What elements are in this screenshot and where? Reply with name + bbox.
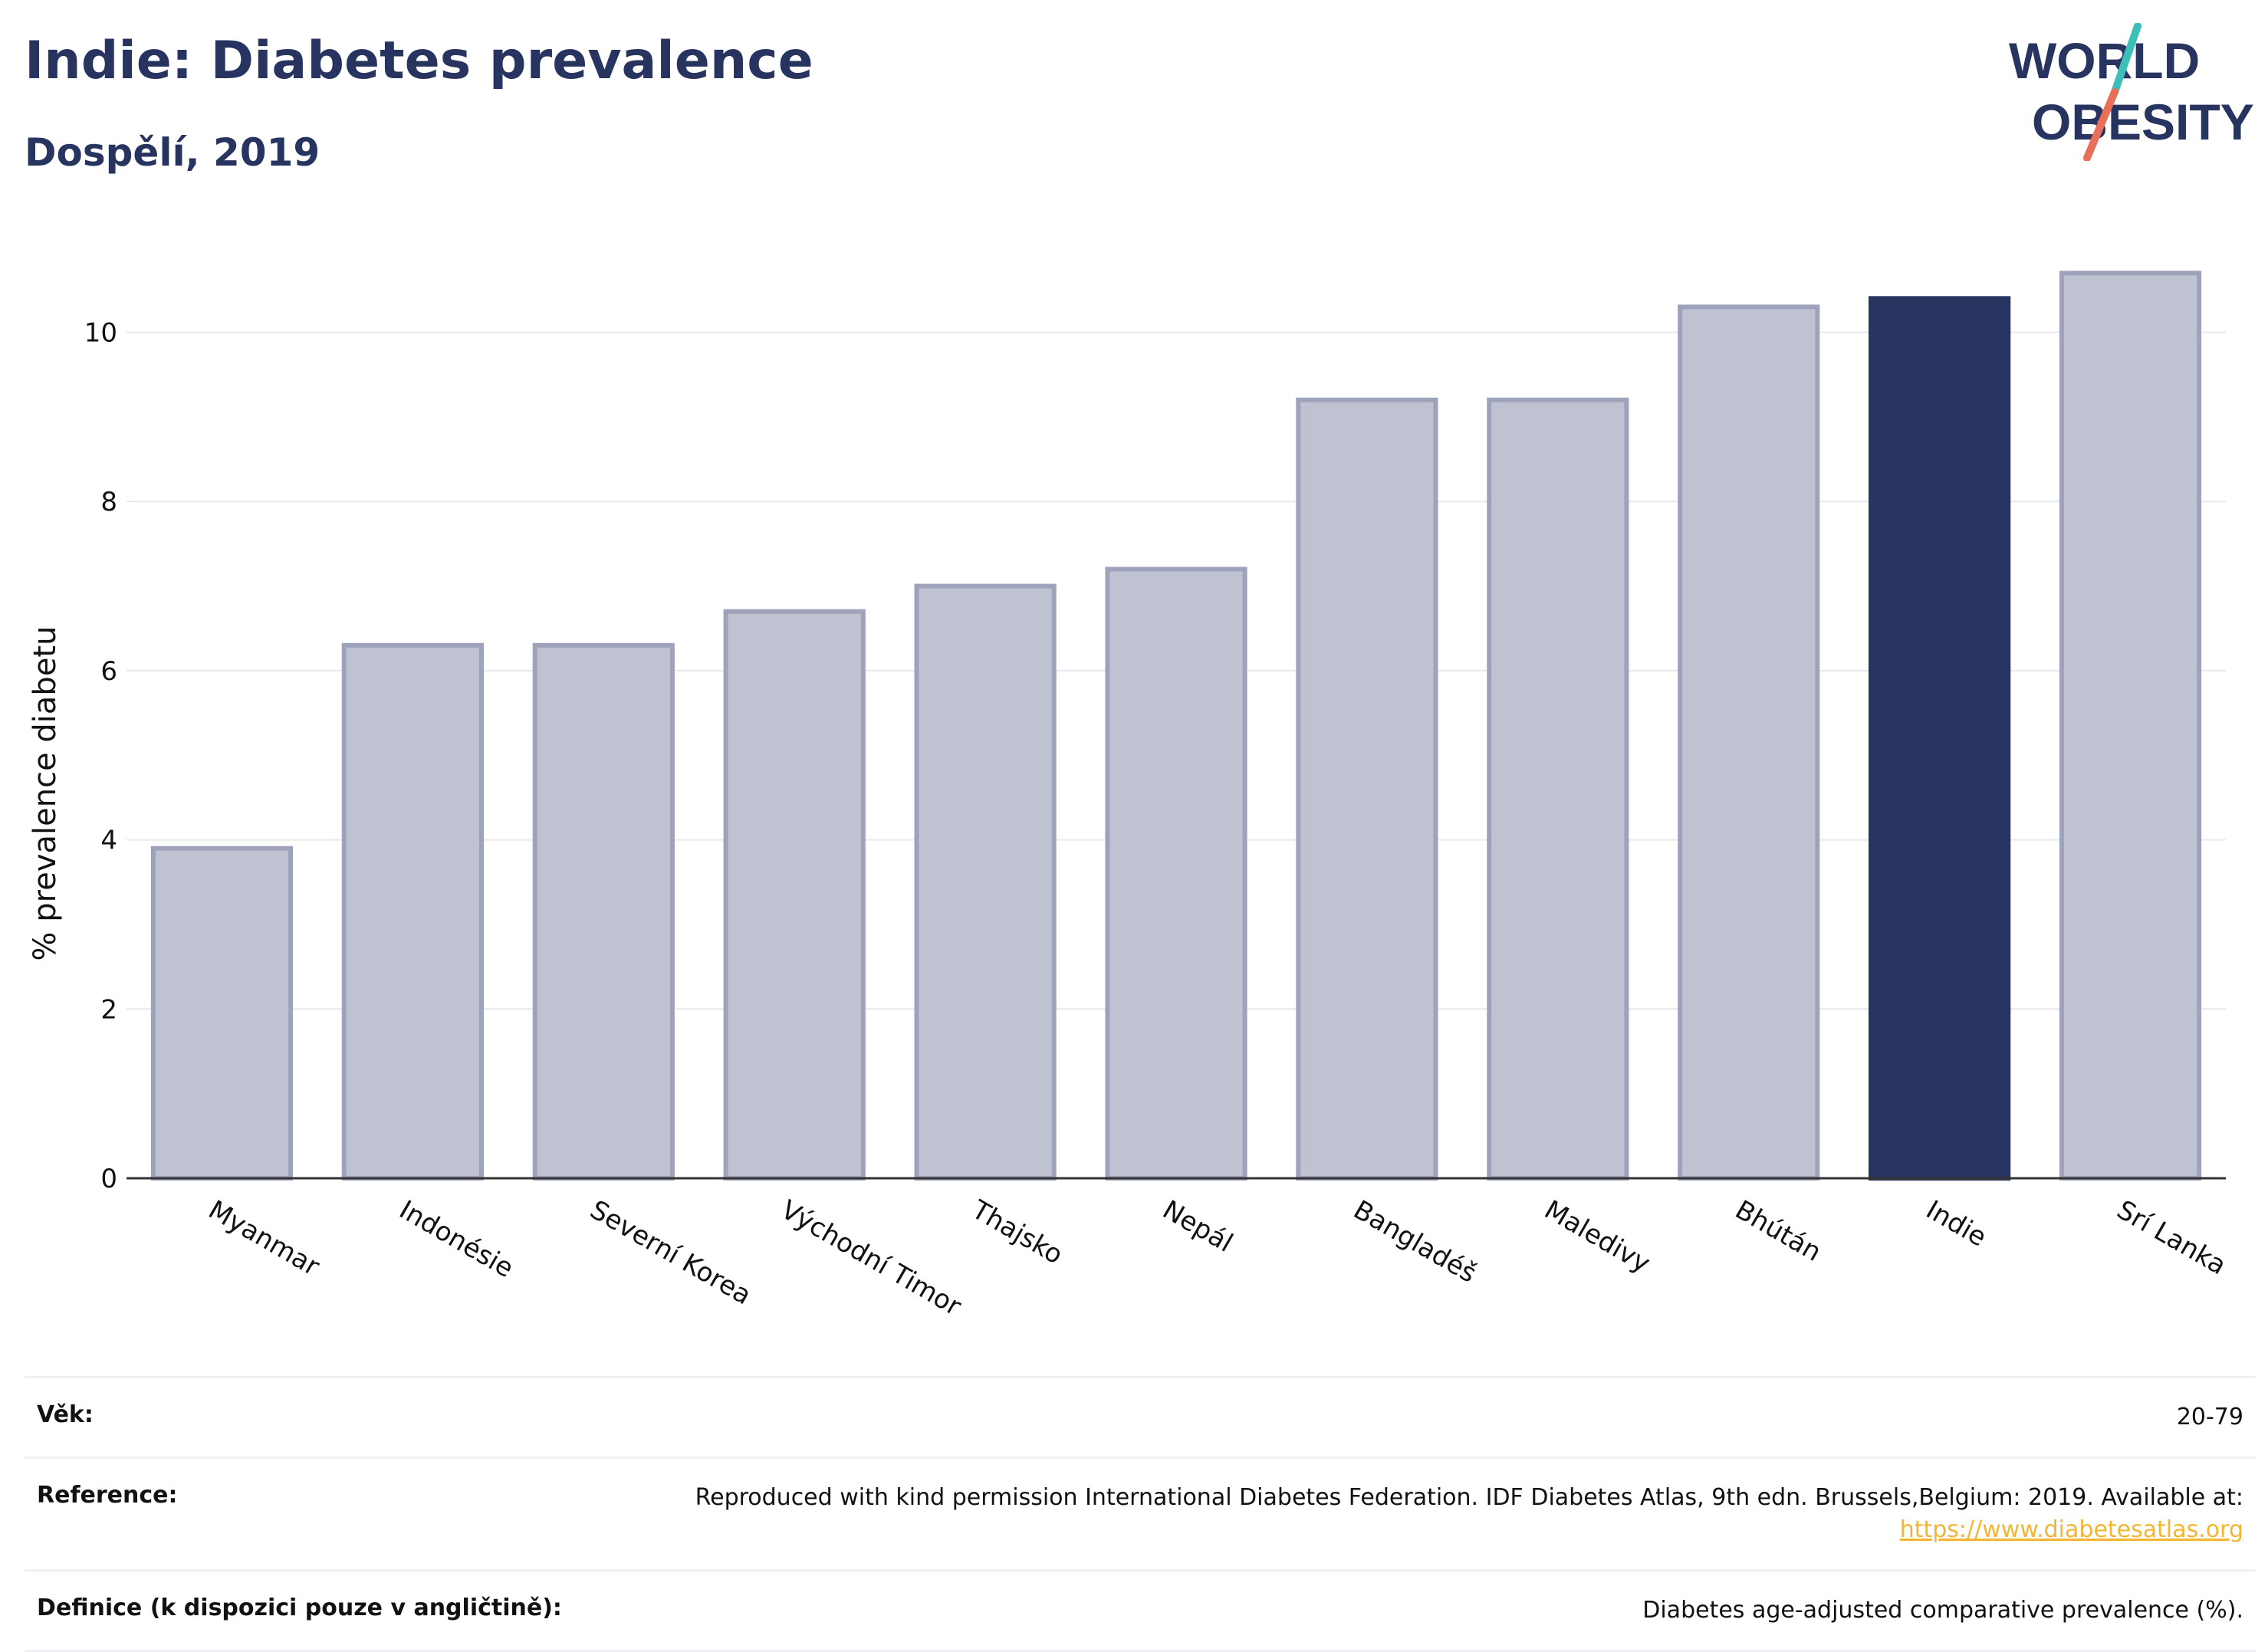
logo-slash-teal (2111, 23, 2141, 96)
info-row-reference: Reference: Reproduced with kind permissi… (25, 1457, 2256, 1569)
chart-subtitle: Dospělí, 2019 (25, 130, 320, 175)
reference-label: Reference: (37, 1482, 178, 1509)
x-tick-label: Východní Timor (776, 1194, 967, 1322)
reference-text: Reproduced with kind permission Internat… (695, 1484, 2243, 1511)
reference-link[interactable]: https://www.diabetesatlas.org (1899, 1516, 2243, 1543)
logo-line-world: WORLD (2009, 32, 2200, 89)
logo-line-obesity: OBESITY (2032, 94, 2254, 150)
bar-Bhútán (1678, 304, 1820, 1181)
bar-Myanmar (150, 846, 294, 1181)
world-obesity-logo: WORLD OBESITY (2009, 23, 2254, 161)
y-tick-labels: 0 2 4 6 8 10 (84, 317, 117, 1194)
y-tick-label: 0 (100, 1164, 117, 1194)
bars (150, 271, 2202, 1181)
x-tick-label: Severní Korea (585, 1194, 757, 1311)
x-tick-label: Nepál (1158, 1194, 1238, 1259)
x-tick-label: Bangladéš (1348, 1194, 1481, 1289)
y-tick-label: 6 (100, 656, 117, 687)
info-row-age: Věk: 20-79 (25, 1376, 2256, 1457)
y-tick-label: 4 (100, 826, 117, 856)
logo-slash-coral (2083, 88, 2118, 161)
definition-value: Diabetes age-adjusted comparative preval… (1642, 1597, 2243, 1624)
info-table: Věk: 20-79 Reference: Reproduced with ki… (25, 1376, 2256, 1652)
y-tick-label: 10 (84, 317, 117, 348)
definition-label: Definice (k dispozici pouze v angličtině… (37, 1595, 562, 1621)
chart-title: Indie: Diabetes prevalence (25, 31, 814, 91)
x-tick-label: Bhútán (1730, 1194, 1826, 1268)
bar-Maledivy (1487, 397, 1629, 1181)
info-row-definition: Definice (k dispozici pouze v angličtině… (25, 1569, 2256, 1652)
x-tick-label: Srí Lanka (2112, 1194, 2231, 1281)
y-tick-label: 2 (100, 994, 117, 1025)
bar-Indonésie (341, 642, 484, 1181)
x-tick-label: Thajsko (966, 1194, 1068, 1271)
age-label: Věk: (37, 1401, 94, 1428)
bar-Severní Korea (532, 642, 675, 1181)
x-tick-label: Myanmar (203, 1194, 324, 1283)
x-tick-label: Maledivy (1539, 1194, 1655, 1279)
y-axis-label: % prevalence diabetu (28, 626, 63, 961)
x-tick-label: Indie (1921, 1194, 1991, 1253)
age-value: 20-79 (2176, 1404, 2243, 1430)
reference-value: Reproduced with kind permission Internat… (695, 1482, 2243, 1546)
bar-Indie (1869, 296, 2011, 1181)
bar-Srí Lanka (2059, 271, 2202, 1181)
bar-chart: 0 2 4 6 8 10 Myanmar Indonésie Severní Korea Výc… (28, 271, 2231, 1322)
y-tick-label: 8 (100, 487, 117, 517)
bar-Bangladéš (1296, 397, 1438, 1181)
bar-Thajsko (914, 583, 1057, 1181)
bar-Nepál (1105, 567, 1247, 1181)
x-tick-label: Indonésie (394, 1194, 518, 1284)
bar-Východní Timor (723, 609, 866, 1181)
x-tick-labels: Myanmar Indonésie Severní Korea Východní Ti… (203, 1194, 2231, 1322)
